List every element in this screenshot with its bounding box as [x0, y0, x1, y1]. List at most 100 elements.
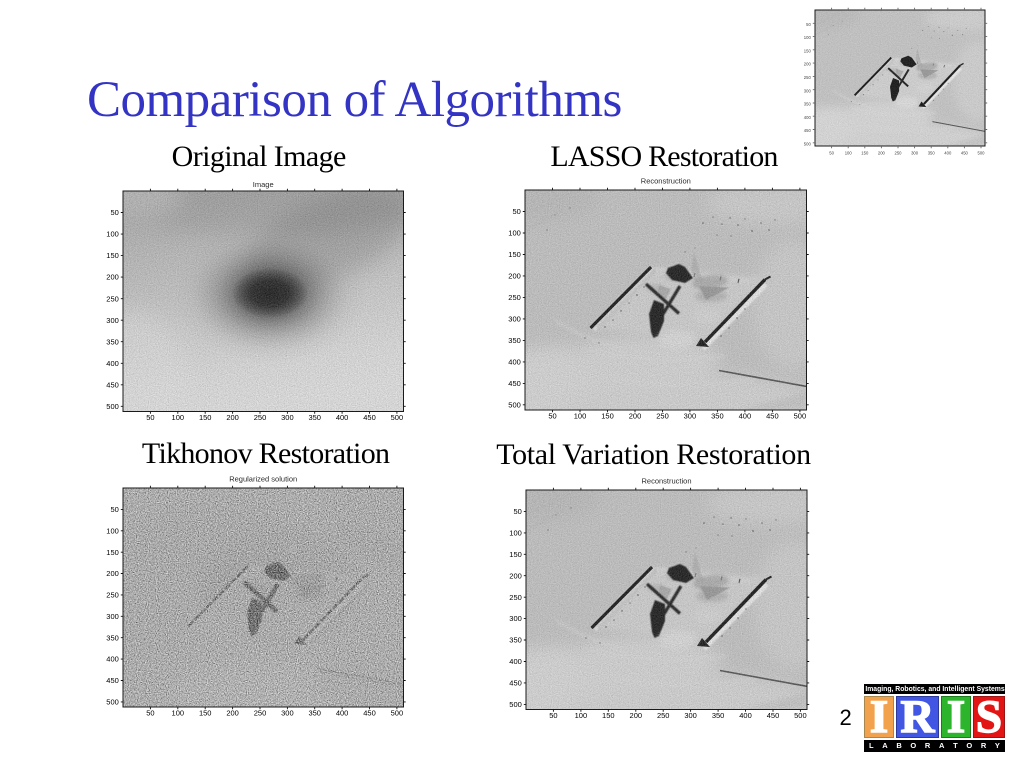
svg-text:150: 150 — [601, 412, 614, 421]
svg-text:300: 300 — [509, 614, 522, 623]
svg-text:50: 50 — [806, 22, 811, 27]
svg-text:50: 50 — [513, 507, 521, 516]
svg-text:250: 250 — [657, 711, 670, 720]
svg-text:200: 200 — [629, 412, 642, 421]
svg-text:450: 450 — [767, 711, 780, 720]
svg-text:350: 350 — [711, 412, 724, 421]
svg-text:200: 200 — [878, 151, 886, 156]
svg-text:500: 500 — [509, 700, 522, 709]
svg-text:350: 350 — [508, 336, 521, 345]
svg-text:50: 50 — [110, 505, 118, 514]
svg-text:450: 450 — [363, 709, 376, 718]
svg-text:400: 400 — [509, 657, 522, 666]
svg-text:350: 350 — [804, 102, 812, 107]
svg-text:150: 150 — [509, 550, 522, 559]
svg-text:450: 450 — [363, 413, 376, 422]
svg-text:300: 300 — [911, 151, 919, 156]
svg-text:200: 200 — [508, 272, 521, 281]
svg-text:150: 150 — [804, 48, 812, 53]
svg-text:200: 200 — [226, 413, 239, 422]
svg-text:200: 200 — [106, 569, 119, 578]
svg-text:200: 200 — [630, 711, 643, 720]
svg-text:150: 150 — [198, 709, 211, 718]
svg-text:300: 300 — [508, 315, 521, 324]
svg-text:150: 150 — [861, 151, 869, 156]
svg-text:400: 400 — [106, 655, 119, 664]
svg-text:250: 250 — [656, 412, 669, 421]
svg-text:250: 250 — [895, 151, 903, 156]
svg-text:500: 500 — [794, 412, 807, 421]
svg-text:350: 350 — [928, 151, 936, 156]
svg-text:350: 350 — [308, 709, 321, 718]
svg-text:500: 500 — [390, 709, 403, 718]
svg-text:200: 200 — [226, 709, 239, 718]
svg-text:100: 100 — [106, 230, 119, 239]
svg-text:50: 50 — [146, 709, 154, 718]
svg-text:500: 500 — [106, 698, 119, 707]
svg-text:200: 200 — [509, 571, 522, 580]
svg-text:150: 150 — [106, 548, 119, 557]
svg-text:Reconstruction: Reconstruction — [641, 477, 691, 486]
svg-text:350: 350 — [712, 711, 725, 720]
svg-text:450: 450 — [766, 412, 779, 421]
svg-text:400: 400 — [508, 358, 521, 367]
svg-text:150: 150 — [602, 711, 615, 720]
svg-text:200: 200 — [804, 62, 812, 67]
svg-text:300: 300 — [281, 413, 294, 422]
svg-text:Reconstruction: Reconstruction — [641, 177, 691, 186]
svg-text:350: 350 — [106, 337, 119, 346]
svg-text:250: 250 — [509, 593, 522, 602]
svg-text:150: 150 — [508, 250, 521, 259]
svg-text:450: 450 — [508, 379, 521, 388]
svg-text:400: 400 — [335, 413, 348, 422]
svg-text:50: 50 — [549, 711, 557, 720]
svg-text:300: 300 — [281, 709, 294, 718]
svg-text:Image: Image — [252, 180, 273, 189]
svg-text:500: 500 — [794, 711, 807, 720]
svg-text:500: 500 — [508, 400, 521, 409]
svg-text:400: 400 — [804, 115, 812, 120]
svg-text:500: 500 — [106, 402, 119, 411]
svg-text:100: 100 — [574, 412, 587, 421]
svg-text:450: 450 — [961, 151, 969, 156]
svg-text:50: 50 — [146, 413, 154, 422]
svg-text:300: 300 — [106, 612, 119, 621]
svg-text:400: 400 — [739, 412, 752, 421]
svg-text:50: 50 — [110, 208, 118, 217]
svg-text:400: 400 — [335, 709, 348, 718]
svg-text:100: 100 — [845, 151, 853, 156]
svg-text:150: 150 — [198, 413, 211, 422]
svg-text:300: 300 — [684, 711, 697, 720]
svg-text:400: 400 — [944, 151, 952, 156]
svg-text:150: 150 — [106, 251, 119, 260]
svg-text:200: 200 — [106, 273, 119, 282]
svg-text:300: 300 — [684, 412, 697, 421]
svg-text:500: 500 — [804, 141, 812, 146]
svg-text:350: 350 — [509, 636, 522, 645]
svg-text:100: 100 — [171, 709, 184, 718]
svg-text:450: 450 — [106, 380, 119, 389]
svg-text:300: 300 — [804, 88, 812, 93]
svg-text:300: 300 — [106, 316, 119, 325]
svg-text:450: 450 — [509, 679, 522, 688]
svg-text:50: 50 — [548, 412, 556, 421]
svg-text:100: 100 — [171, 413, 184, 422]
svg-text:500: 500 — [390, 413, 403, 422]
svg-text:450: 450 — [106, 676, 119, 685]
svg-text:350: 350 — [106, 633, 119, 642]
svg-text:100: 100 — [508, 229, 521, 238]
svg-text:250: 250 — [253, 413, 266, 422]
svg-text:50: 50 — [512, 207, 520, 216]
svg-text:250: 250 — [804, 75, 812, 80]
svg-text:250: 250 — [106, 294, 119, 303]
svg-text:400: 400 — [739, 711, 752, 720]
svg-text:50: 50 — [829, 151, 834, 156]
svg-text:350: 350 — [308, 413, 321, 422]
svg-text:250: 250 — [253, 709, 266, 718]
svg-text:500: 500 — [978, 151, 986, 156]
svg-text:100: 100 — [509, 529, 522, 538]
svg-text:100: 100 — [575, 711, 588, 720]
svg-text:250: 250 — [106, 591, 119, 600]
svg-text:400: 400 — [106, 359, 119, 368]
svg-text:450: 450 — [804, 128, 812, 133]
